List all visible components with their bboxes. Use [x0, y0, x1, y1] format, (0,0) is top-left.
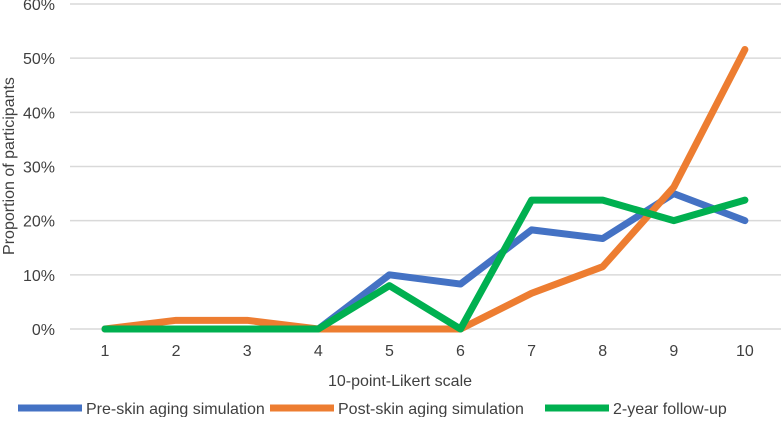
y-tick-label: 30%	[23, 160, 55, 177]
y-tick-label: 10%	[23, 268, 55, 285]
legend-label: 2-year follow-up	[613, 401, 727, 417]
y-tick-label: 0%	[32, 322, 55, 339]
y-axis-label: Proportion of participants	[1, 77, 18, 255]
x-tick-label: 5	[385, 343, 394, 360]
legend-label: Pre-skin aging simulation	[86, 401, 265, 417]
series-line	[101, 46, 749, 333]
x-tick-label: 10	[736, 343, 754, 360]
y-tick-label: 50%	[23, 51, 55, 68]
series-line	[101, 196, 749, 333]
legend-label: Post-skin aging simulation	[338, 401, 524, 417]
x-tick-label: 8	[598, 343, 607, 360]
y-tick-label: 20%	[23, 214, 55, 231]
y-tick-label: 40%	[23, 105, 55, 122]
y-tick-label: 60%	[23, 0, 55, 14]
x-tick-label: 7	[527, 343, 536, 360]
x-tick-label: 6	[456, 343, 465, 360]
x-axis-label: 10-point-Likert scale	[328, 373, 472, 390]
x-tick-label: 1	[101, 343, 110, 360]
x-tick-label: 9	[669, 343, 678, 360]
x-tick-label: 3	[243, 343, 252, 360]
x-tick-label: 4	[314, 343, 323, 360]
x-tick-label: 2	[172, 343, 181, 360]
